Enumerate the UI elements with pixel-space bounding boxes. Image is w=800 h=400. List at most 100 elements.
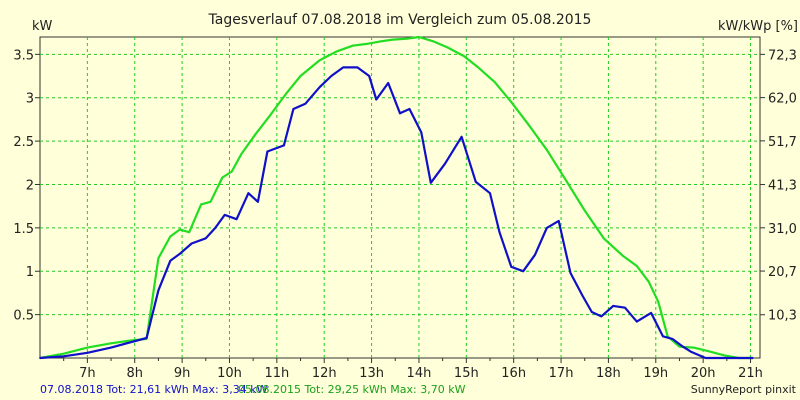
data-point-07-08-2018 bbox=[489, 192, 491, 195]
data-point-05-08-2015 bbox=[230, 170, 233, 173]
data-point-07-08-2018 bbox=[600, 315, 603, 318]
y-tick-label-left: 1 bbox=[26, 265, 34, 280]
data-point-05-08-2015 bbox=[706, 350, 709, 352]
x-tick-label: 12h bbox=[312, 366, 337, 381]
x-tick-label: 9h bbox=[174, 366, 191, 381]
data-point-07-08-2018 bbox=[39, 357, 41, 359]
data-point-05-08-2015 bbox=[335, 50, 337, 53]
data-point-05-08-2015 bbox=[110, 342, 112, 345]
data-point-05-08-2015 bbox=[446, 46, 449, 49]
data-point-05-08-2015 bbox=[188, 231, 191, 234]
x-tick-label: 16h bbox=[501, 366, 526, 381]
data-point-05-08-2015 bbox=[62, 352, 65, 355]
y-axis-label-right: kW/kWp [%] bbox=[718, 19, 798, 34]
data-point-05-08-2015 bbox=[432, 40, 435, 43]
data-point-07-08-2018 bbox=[680, 344, 683, 347]
y-axis-label-left: kW bbox=[32, 19, 53, 34]
data-point-05-08-2015 bbox=[351, 44, 354, 47]
footer-2015-summary: 05.08.2015 Tot: 29,25 kWh Max: 3,70 kW bbox=[238, 383, 466, 396]
data-point-07-08-2018 bbox=[169, 259, 172, 262]
data-point-05-08-2015 bbox=[240, 153, 243, 156]
data-point-07-08-2018 bbox=[86, 351, 89, 354]
data-point-05-08-2015 bbox=[380, 40, 382, 43]
data-point-05-08-2015 bbox=[493, 81, 496, 84]
data-point-05-08-2015 bbox=[169, 235, 172, 238]
y-tick-label-right: 10,3 bbox=[768, 309, 797, 324]
x-tick-label: 18h bbox=[596, 366, 621, 381]
data-point-07-08-2018 bbox=[635, 320, 638, 323]
data-point-05-08-2015 bbox=[418, 36, 420, 38]
data-point-05-08-2015 bbox=[635, 265, 638, 267]
data-point-07-08-2018 bbox=[145, 337, 148, 339]
y-tick-label-left: 2.5 bbox=[13, 135, 34, 150]
data-point-07-08-2018 bbox=[661, 335, 664, 338]
data-point-07-08-2018 bbox=[740, 357, 742, 359]
y-tick-label-left: 0.5 bbox=[13, 309, 34, 324]
data-point-07-08-2018 bbox=[624, 306, 626, 309]
data-point-05-08-2015 bbox=[157, 257, 160, 260]
data-point-07-08-2018 bbox=[292, 108, 295, 110]
y-tick-label-right: 72,3 bbox=[768, 48, 797, 63]
data-point-07-08-2018 bbox=[498, 231, 501, 234]
data-point-07-08-2018 bbox=[110, 346, 112, 349]
data-point-07-08-2018 bbox=[178, 252, 181, 255]
data-point-05-08-2015 bbox=[583, 209, 586, 212]
x-tick-label: 21h bbox=[738, 366, 763, 381]
x-tick-label: 20h bbox=[691, 366, 716, 381]
data-point-07-08-2018 bbox=[223, 213, 226, 216]
data-point-07-08-2018 bbox=[235, 218, 238, 221]
data-point-07-08-2018 bbox=[190, 242, 193, 245]
y-tick-label-left: 3.5 bbox=[13, 48, 34, 63]
data-point-07-08-2018 bbox=[474, 180, 477, 183]
data-point-07-08-2018 bbox=[129, 341, 131, 344]
x-tick-label: 13h bbox=[359, 366, 384, 381]
data-point-05-08-2015 bbox=[86, 346, 89, 349]
data-point-07-08-2018 bbox=[557, 220, 560, 222]
data-point-05-08-2015 bbox=[678, 345, 681, 348]
data-point-07-08-2018 bbox=[534, 253, 536, 256]
data-point-07-08-2018 bbox=[545, 226, 548, 229]
y-tick-label-right: 62,0 bbox=[768, 92, 797, 107]
data-point-05-08-2015 bbox=[391, 38, 394, 41]
data-point-07-08-2018 bbox=[304, 102, 307, 105]
data-point-07-08-2018 bbox=[460, 135, 463, 138]
series-line-05-08-2015 bbox=[39, 35, 753, 360]
data-point-07-08-2018 bbox=[510, 266, 513, 268]
data-point-07-08-2018 bbox=[214, 226, 217, 229]
data-point-07-08-2018 bbox=[247, 192, 250, 195]
data-point-07-08-2018 bbox=[356, 66, 359, 69]
data-point-05-08-2015 bbox=[299, 75, 302, 77]
data-point-07-08-2018 bbox=[330, 75, 333, 77]
x-tick-label: 10h bbox=[217, 366, 242, 381]
data-point-07-08-2018 bbox=[408, 108, 411, 110]
data-point-07-08-2018 bbox=[266, 150, 269, 153]
data-point-05-08-2015 bbox=[545, 148, 548, 151]
data-point-05-08-2015 bbox=[221, 176, 224, 179]
data-point-07-08-2018 bbox=[671, 338, 674, 340]
data-point-07-08-2018 bbox=[650, 311, 652, 314]
data-point-05-08-2015 bbox=[657, 300, 660, 303]
y-tick-label-left: 3 bbox=[26, 92, 34, 107]
chart-title: Tagesverlauf 07.08.2018 im Vergleich zum… bbox=[208, 12, 592, 28]
data-point-07-08-2018 bbox=[444, 162, 446, 165]
y-tick-label-left: 2 bbox=[26, 178, 34, 193]
data-point-05-08-2015 bbox=[602, 237, 605, 240]
x-tick-label: 14h bbox=[407, 366, 432, 381]
y-tick-label-right: 20,7 bbox=[768, 265, 797, 280]
data-point-07-08-2018 bbox=[751, 357, 754, 359]
data-point-07-08-2018 bbox=[569, 272, 572, 274]
data-point-05-08-2015 bbox=[526, 122, 529, 125]
data-point-07-08-2018 bbox=[612, 305, 615, 307]
data-point-07-08-2018 bbox=[368, 75, 371, 77]
data-point-05-08-2015 bbox=[463, 55, 465, 57]
data-point-05-08-2015 bbox=[129, 339, 131, 342]
data-point-05-08-2015 bbox=[647, 280, 650, 283]
data-point-05-08-2015 bbox=[268, 115, 271, 117]
x-tick-label: 7h bbox=[79, 366, 96, 381]
data-point-07-08-2018 bbox=[690, 351, 693, 353]
data-point-05-08-2015 bbox=[510, 101, 513, 103]
data-point-05-08-2015 bbox=[365, 43, 368, 45]
x-tick-label: 11h bbox=[264, 366, 289, 381]
data-point-07-08-2018 bbox=[399, 112, 401, 115]
